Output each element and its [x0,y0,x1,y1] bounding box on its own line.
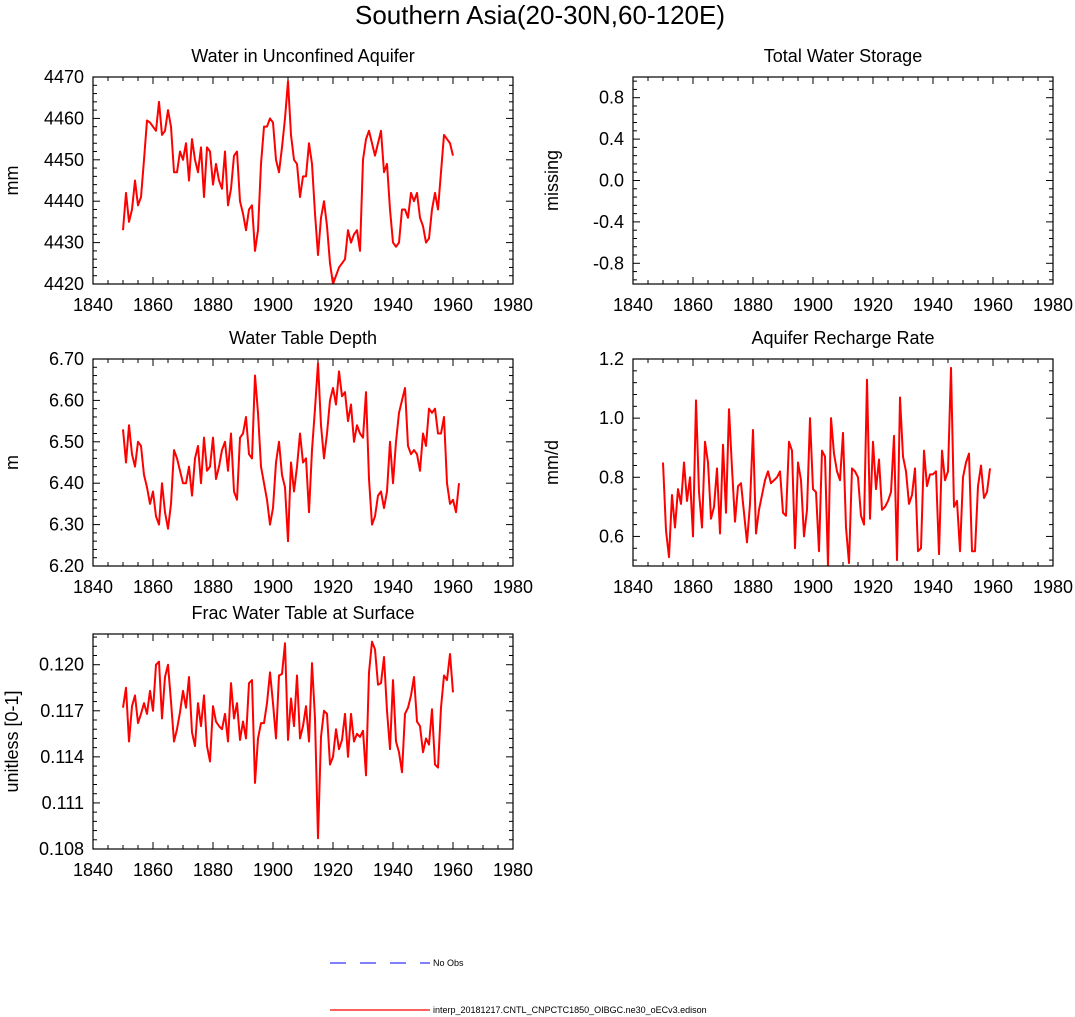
y-tick-label: -0.8 [593,253,624,273]
y-tick-label: 1.0 [599,408,624,428]
x-tick-label: 1880 [733,577,773,597]
y-axis-label: m [2,455,22,470]
y-tick-label: 4450 [44,150,84,170]
series-line [122,640,454,840]
x-tick-label: 1840 [73,860,113,880]
plot-frame [632,358,1054,567]
x-tick-label: 1960 [433,295,473,315]
y-tick-label: 0.6 [599,526,624,546]
y-tick-label: 1.2 [599,349,624,369]
x-tick-label: 1960 [433,860,473,880]
x-tick-label: 1880 [733,295,773,315]
series-line [662,366,991,566]
y-tick-label: 0.8 [599,467,624,487]
x-tick-label: 1960 [433,577,473,597]
x-tick-label: 1980 [493,860,533,880]
x-tick-label: 1840 [73,295,113,315]
x-tick-label: 1940 [913,577,953,597]
y-axis-label: missing [542,150,562,211]
chart-panel: Water Table Depth m 1840 1860 1880 1900 1920 19… [2,328,533,597]
y-tick-label: 4440 [44,191,84,211]
y-tick-label: 4470 [44,67,84,87]
legend-model-label: interp_20181217.CNTL_CNPCTC1850_OIBGC.ne… [433,1005,707,1015]
y-tick-label: -0.4 [593,212,624,232]
plot-frame [92,633,514,850]
x-tick-label: 1900 [253,295,293,315]
figure-title: Southern Asia(20-30N,60-120E) [355,0,725,30]
x-tick-label: 1980 [1033,295,1073,315]
y-tick-label: 6.60 [49,390,84,410]
y-tick-label: 0.114 [40,747,84,767]
y-tick-label: 0.120 [39,655,84,675]
x-tick-label: 1860 [673,577,713,597]
x-tick-label: 1900 [793,577,833,597]
chart-panel: Water in Unconfined Aquifer mm 1840 1860 188… [2,46,533,315]
chart-panels: Water in Unconfined Aquifer mm 1840 1860 188… [2,46,1073,880]
chart-title: Total Water Storage [764,46,922,66]
y-axis-label: mm [2,166,22,196]
chart-title: Frac Water Table at Surface [191,603,414,623]
x-tick-label: 1920 [313,860,353,880]
x-tick-label: 1920 [853,577,893,597]
x-tick-label: 1940 [373,295,413,315]
plot-frame [92,358,514,567]
y-axis-label: mm/d [542,440,562,485]
x-tick-label: 1900 [253,577,293,597]
plot-frame [92,76,514,285]
x-tick-label: 1840 [613,295,653,315]
x-tick-label: 1860 [133,295,173,315]
legend: No Obs interp_20181217.CNTL_CNPCTC1850_O… [330,958,707,1015]
y-tick-label: 0.108 [39,839,84,859]
y-tick-label: 6.30 [49,515,84,535]
y-tick-label: 4420 [44,274,84,294]
series-line [122,80,454,284]
x-tick-label: 1860 [133,577,173,597]
x-tick-label: 1880 [193,295,233,315]
legend-obs-label: No Obs [433,958,464,968]
y-tick-label: 4430 [44,233,84,253]
y-tick-label: 6.70 [49,349,84,369]
y-tick-label: 6.20 [49,556,84,576]
y-tick-label: 0.4 [599,129,624,149]
x-tick-label: 1880 [193,860,233,880]
x-tick-label: 1980 [493,577,533,597]
series-line [122,362,460,543]
chart-panel: Total Water Storage missing 1840 1860 1880 19… [542,46,1073,315]
x-tick-label: 1960 [973,295,1013,315]
chart-panel: Frac Water Table at Surface unitless [0-1… [2,603,533,880]
x-tick-label: 1960 [973,577,1013,597]
x-tick-label: 1940 [913,295,953,315]
x-tick-label: 1880 [193,577,233,597]
y-axis-label: unitless [0-1] [2,690,22,792]
y-tick-label: 0.0 [599,171,624,191]
y-tick-label: 6.40 [49,473,84,493]
x-tick-label: 1860 [133,860,173,880]
plot-frame [632,76,1054,285]
chart-panel: Aquifer Recharge Rate mm/d 1840 1860 1880 190… [542,328,1073,597]
chart-title: Water in Unconfined Aquifer [191,46,414,66]
y-tick-label: 0.111 [42,793,84,813]
x-tick-label: 1920 [313,295,353,315]
x-tick-label: 1840 [613,577,653,597]
x-tick-label: 1940 [373,577,413,597]
x-tick-label: 1980 [1033,577,1073,597]
x-tick-label: 1920 [853,295,893,315]
x-tick-label: 1940 [373,860,413,880]
y-tick-label: 4460 [44,108,84,128]
x-tick-label: 1900 [793,295,833,315]
y-tick-label: 6.50 [49,432,84,452]
y-tick-label: 0.117 [40,701,84,721]
y-tick-label: 0.8 [599,88,624,108]
chart-title: Aquifer Recharge Rate [751,328,934,348]
x-tick-label: 1900 [253,860,293,880]
x-tick-label: 1860 [673,295,713,315]
chart-title: Water Table Depth [229,328,377,348]
x-tick-label: 1920 [313,577,353,597]
x-tick-label: 1980 [493,295,533,315]
x-tick-label: 1840 [73,577,113,597]
